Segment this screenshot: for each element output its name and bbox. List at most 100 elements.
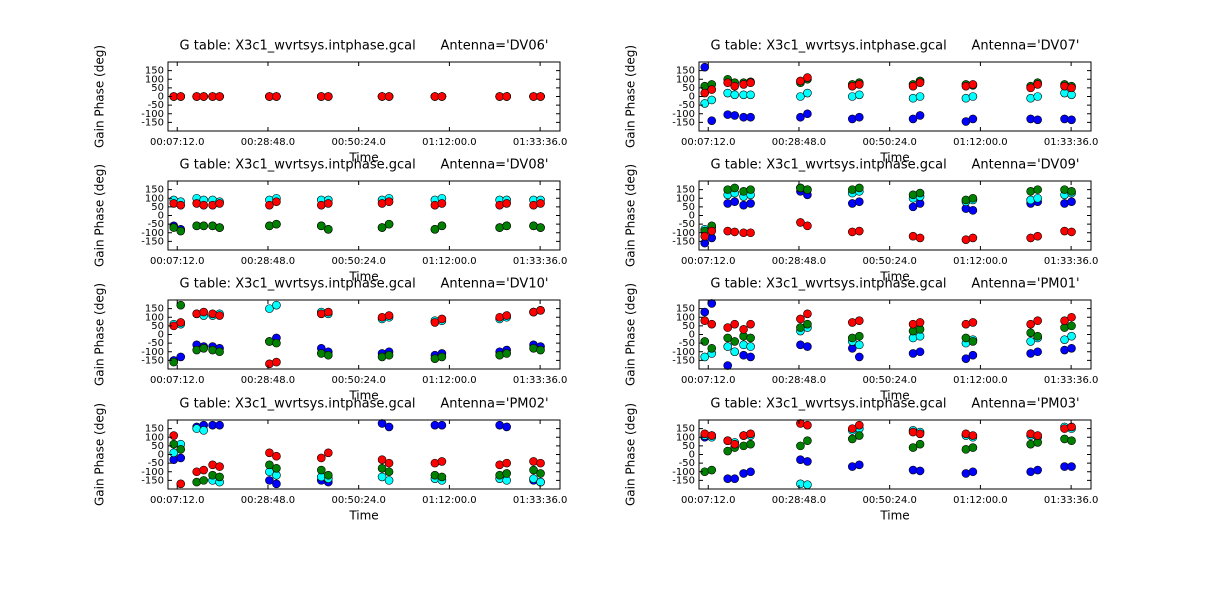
point <box>915 188 925 198</box>
point <box>176 300 186 310</box>
point <box>739 340 748 350</box>
point <box>208 345 217 355</box>
point <box>847 92 857 101</box>
point <box>1026 83 1035 93</box>
point <box>746 352 755 362</box>
point <box>961 354 971 363</box>
point <box>739 200 748 210</box>
point <box>323 470 333 480</box>
point <box>265 359 274 369</box>
point <box>377 199 387 208</box>
point <box>707 95 717 105</box>
y-tick-label: 100 <box>676 312 695 323</box>
y-tick-label: 0 <box>689 330 695 341</box>
point <box>1060 434 1069 444</box>
x-tick-label: 00:50:24.0 <box>862 137 916 148</box>
point <box>961 429 971 439</box>
point <box>803 436 812 446</box>
point <box>215 347 224 357</box>
point <box>968 92 978 101</box>
x-tick-label: 01:33:36.0 <box>513 375 567 386</box>
y-tick-label: 100 <box>676 74 695 85</box>
point <box>854 420 864 430</box>
point <box>377 352 387 362</box>
chart-title: G table: X3c1_wvrtsys.intphase.gcal Ante… <box>711 158 1080 173</box>
point <box>746 342 755 351</box>
chart-title: G table: X3c1_wvrtsys.intphase.gcal Ante… <box>180 277 549 292</box>
point <box>215 92 224 101</box>
point <box>192 467 201 477</box>
x-tick-label: 00:28:48.0 <box>241 495 295 506</box>
point <box>502 92 511 101</box>
y-tick-label: 150 <box>145 66 164 77</box>
point <box>1033 347 1042 357</box>
point <box>1026 349 1035 358</box>
point <box>707 226 717 236</box>
x-tick-label: 01:12:00.0 <box>422 137 476 148</box>
y-tick-label: -100 <box>672 228 695 239</box>
point <box>796 218 805 227</box>
point <box>437 420 447 430</box>
point <box>176 200 186 210</box>
point <box>192 345 201 355</box>
point <box>796 314 805 324</box>
point <box>739 350 748 360</box>
point <box>1060 199 1069 208</box>
point <box>730 111 740 120</box>
point <box>208 460 217 470</box>
point <box>854 331 864 341</box>
point <box>915 233 925 243</box>
point <box>854 316 864 326</box>
x-tick-label: 00:28:48.0 <box>772 495 826 506</box>
point <box>707 116 717 125</box>
point <box>430 200 440 210</box>
point <box>502 458 511 468</box>
point <box>707 319 717 329</box>
y-tick-label: 50 <box>682 441 695 452</box>
y-tick-label: 150 <box>145 304 164 315</box>
point <box>847 434 857 444</box>
x-tick-label: 01:33:36.0 <box>513 495 567 506</box>
point <box>730 81 740 91</box>
point <box>723 333 733 343</box>
point <box>192 309 201 319</box>
point <box>746 333 755 343</box>
y-tick-label: -150 <box>672 236 695 247</box>
x-axis-label: Time <box>879 151 909 165</box>
point <box>1060 424 1069 433</box>
x-axis-label: Time <box>879 389 909 403</box>
point <box>847 424 857 433</box>
y-tick-label: 100 <box>145 312 164 323</box>
point <box>1026 233 1035 243</box>
point <box>316 200 326 210</box>
point <box>915 347 925 357</box>
point <box>265 476 274 485</box>
x-tick-label: 00:50:24.0 <box>331 375 385 386</box>
point <box>430 470 440 480</box>
point <box>192 477 201 487</box>
point <box>707 299 717 308</box>
point <box>199 476 208 485</box>
x-axis-label: Time <box>348 151 378 165</box>
chart-title: G table: X3c1_wvrtsys.intphase.gcal Ante… <box>710 397 1079 412</box>
point <box>208 200 217 210</box>
x-tick-label: 01:33:36.0 <box>1044 495 1098 506</box>
point <box>1026 439 1035 449</box>
point <box>854 90 864 100</box>
point <box>968 431 978 440</box>
point <box>961 235 971 244</box>
point <box>536 477 545 487</box>
y-tick-label: 50 <box>682 202 695 213</box>
x-tick-label: 00:50:24.0 <box>862 495 916 506</box>
point <box>968 318 978 327</box>
point <box>803 221 812 231</box>
point <box>536 458 545 468</box>
point <box>199 221 208 231</box>
chart-title: G table: X3c1_wvrtsys.intphase.gcal Ante… <box>180 39 549 54</box>
point <box>377 463 387 473</box>
point <box>495 200 504 210</box>
point <box>495 460 504 470</box>
y-tick-label: -150 <box>672 475 695 486</box>
point <box>1060 335 1069 344</box>
point <box>1026 429 1035 439</box>
